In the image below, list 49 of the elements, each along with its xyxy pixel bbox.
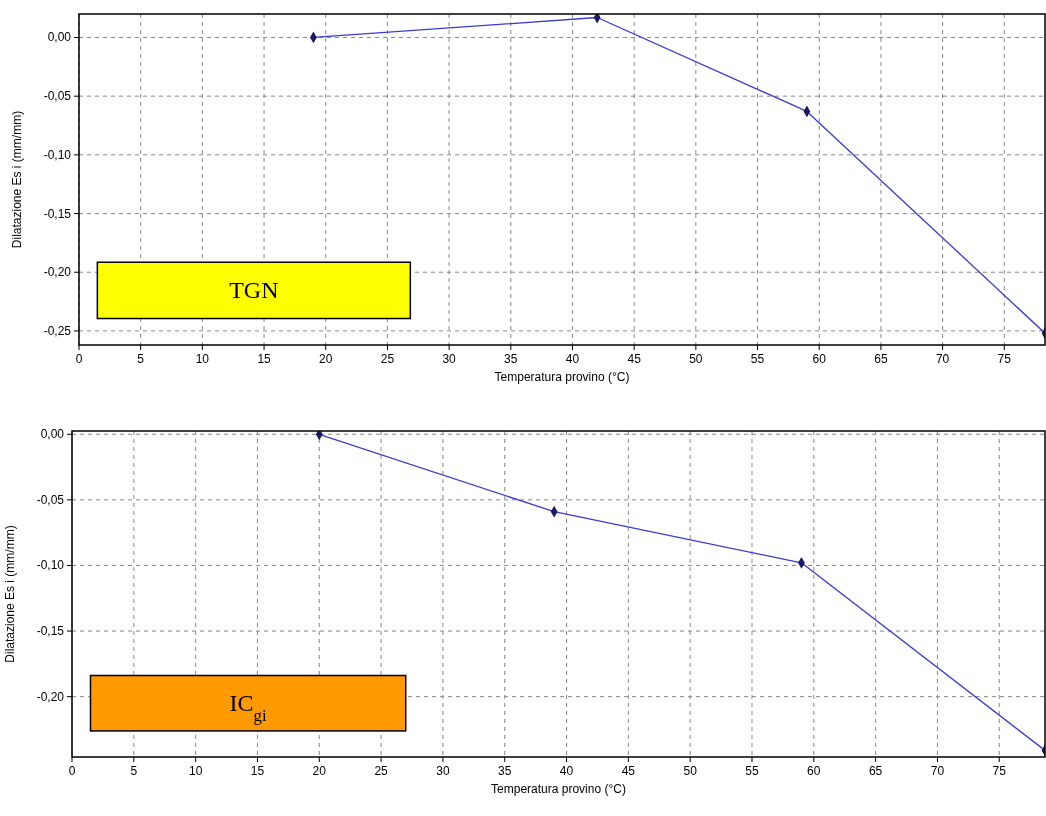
x-tick-label: 40 (559, 764, 574, 778)
y-tick-label: 0,00 (47, 30, 72, 45)
x-axis-title: Temperatura provino (°C) (494, 370, 630, 384)
x-tick-label: 50 (683, 764, 698, 778)
x-tick-label: 15 (257, 352, 272, 366)
y-tick-label: -0,20 (43, 265, 72, 280)
x-tick-label: 10 (195, 352, 210, 366)
x-tick-label: 60 (807, 764, 821, 778)
x-tick-label: 30 (436, 764, 450, 778)
y-tick-label: -0,15 (36, 624, 65, 639)
x-tick-label: 70 (935, 352, 950, 366)
y-axis-title: Dilatazione Es i (mm/mm) (10, 110, 24, 249)
x-tick-label: 30 (442, 352, 457, 366)
x-tick-label: 35 (498, 764, 512, 778)
x-tick-label: 20 (312, 764, 327, 778)
x-tick-label: 50 (689, 352, 703, 366)
y-tick-label: -0,25 (43, 323, 72, 338)
y-tick-label: -0,10 (43, 147, 72, 162)
x-tick-label: 75 (997, 352, 1012, 366)
x-tick-label: 55 (745, 764, 759, 778)
x-tick-label: 35 (504, 352, 518, 366)
y-tick-label: 0,00 (40, 427, 65, 442)
annotation: IC$_{gi}$ (229, 690, 267, 725)
x-tick-label: 25 (374, 764, 389, 778)
annotation: TGN (229, 277, 279, 304)
x-tick-label: 0 (75, 352, 83, 366)
x-tick-label: 65 (874, 352, 888, 366)
y-tick-label: -0,10 (36, 558, 65, 573)
x-tick-label: 15 (250, 764, 265, 778)
x-tick-label: 5 (130, 764, 138, 778)
x-tick-label: 70 (930, 764, 945, 778)
x-tick-label: 40 (565, 352, 580, 366)
x-tick-label: 20 (319, 352, 333, 366)
x-tick-label: 25 (380, 352, 395, 366)
x-tick-label: 65 (868, 764, 883, 778)
x-tick-label: 45 (627, 352, 642, 366)
x-axis-title: Temperatura provino (°C) (491, 782, 626, 796)
x-tick-label: 5 (137, 352, 145, 366)
x-tick-label: 45 (621, 764, 636, 778)
y-tick-label: -0,20 (36, 689, 65, 704)
x-tick-label: 55 (750, 352, 765, 366)
x-tick-label: 10 (188, 764, 203, 778)
y-axis-title: Dilatazione Es i (mm/mm) (3, 525, 17, 663)
y-tick-label: -0,05 (43, 89, 72, 104)
y-tick-label: -0,05 (36, 492, 65, 507)
x-tick-label: 0 (68, 764, 76, 778)
x-tick-label: 75 (992, 764, 1007, 778)
x-tick-label: 60 (812, 352, 827, 366)
y-tick-label: -0,15 (43, 206, 72, 221)
